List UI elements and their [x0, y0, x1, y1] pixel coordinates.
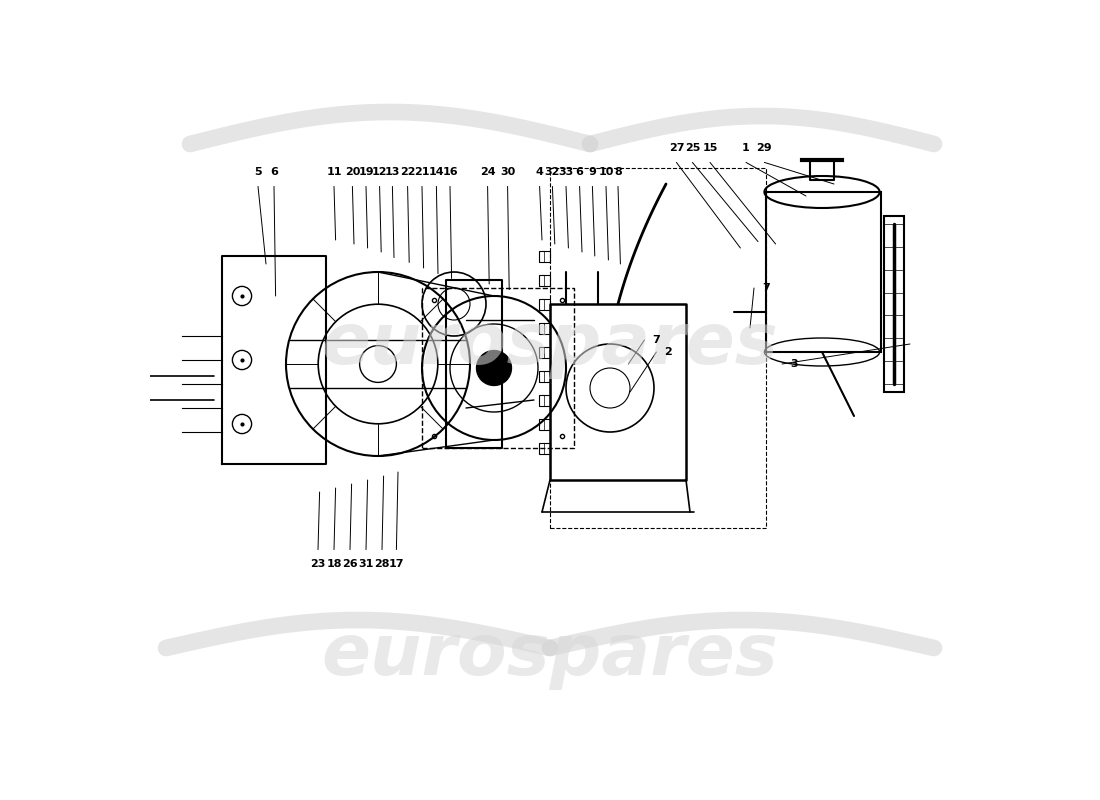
Bar: [539, 299, 550, 310]
Bar: [884, 216, 904, 392]
Text: 27: 27: [669, 143, 684, 153]
Bar: [539, 251, 550, 262]
Text: 30: 30: [500, 167, 515, 177]
Bar: [539, 395, 550, 406]
Text: 8: 8: [614, 167, 622, 177]
Text: eurospares: eurospares: [321, 622, 779, 690]
Text: 6: 6: [575, 167, 583, 177]
Bar: [550, 304, 686, 480]
Text: 2: 2: [664, 347, 672, 357]
Text: 19: 19: [359, 167, 374, 177]
Text: 9: 9: [588, 167, 596, 177]
Text: 6: 6: [271, 167, 278, 177]
Text: eurospares: eurospares: [321, 310, 779, 378]
Text: 16: 16: [442, 167, 458, 177]
Bar: [766, 192, 881, 352]
Bar: [550, 168, 766, 528]
Text: 22: 22: [400, 167, 416, 177]
Text: 32: 32: [544, 167, 560, 177]
Text: 24: 24: [480, 167, 495, 177]
Text: 25: 25: [684, 143, 700, 153]
Bar: [539, 419, 550, 430]
Text: 5: 5: [254, 167, 262, 177]
Bar: [539, 443, 550, 454]
Bar: [539, 347, 550, 358]
Text: 21: 21: [415, 167, 430, 177]
Text: 1: 1: [742, 143, 750, 153]
Bar: [539, 323, 550, 334]
Text: 13: 13: [385, 167, 400, 177]
Bar: [422, 288, 574, 448]
Text: 29: 29: [757, 143, 772, 153]
Text: 17: 17: [388, 559, 404, 569]
Text: 33: 33: [559, 167, 573, 177]
Text: 23: 23: [310, 559, 326, 569]
Text: 26: 26: [342, 559, 358, 569]
Text: 15: 15: [702, 143, 717, 153]
Text: 7: 7: [652, 335, 660, 345]
Text: 10: 10: [598, 167, 614, 177]
Text: 11: 11: [327, 167, 342, 177]
Text: 20: 20: [344, 167, 360, 177]
Bar: [539, 275, 550, 286]
Text: 18: 18: [327, 559, 342, 569]
Text: 14: 14: [429, 167, 444, 177]
Text: 31: 31: [359, 559, 374, 569]
Text: 28: 28: [374, 559, 389, 569]
Circle shape: [476, 350, 512, 386]
Bar: [539, 371, 550, 382]
Text: 4: 4: [536, 167, 543, 177]
Text: 3: 3: [790, 359, 798, 369]
Text: 7: 7: [762, 283, 770, 293]
Text: 12: 12: [372, 167, 387, 177]
